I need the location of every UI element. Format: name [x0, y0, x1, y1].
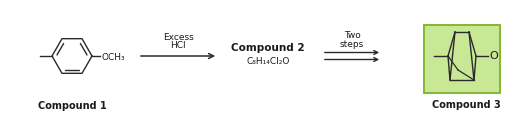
Text: Compound 1: Compound 1 — [38, 101, 106, 111]
FancyBboxPatch shape — [424, 25, 500, 93]
Text: HCl: HCl — [170, 41, 186, 50]
Text: steps: steps — [340, 40, 364, 49]
Text: Compound 3: Compound 3 — [432, 100, 500, 110]
Text: C₈H₁₄Cl₂O: C₈H₁₄Cl₂O — [247, 57, 290, 65]
Text: O: O — [489, 51, 498, 61]
Text: Excess: Excess — [162, 33, 194, 42]
Text: Compound 2: Compound 2 — [231, 43, 305, 53]
Text: OCH₃: OCH₃ — [101, 53, 125, 61]
Text: Two: Two — [344, 31, 360, 40]
